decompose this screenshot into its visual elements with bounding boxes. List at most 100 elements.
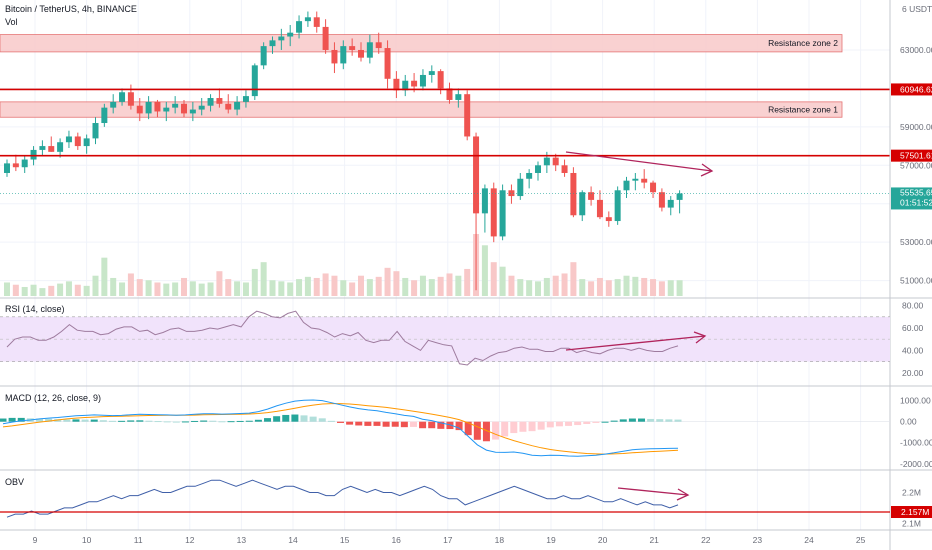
rsi-title[interactable]: RSI (14, close): [5, 304, 65, 314]
candle[interactable]: [596, 190, 603, 220]
candle[interactable]: [570, 167, 577, 218]
date-tick: 9: [33, 535, 38, 545]
candle[interactable]: [216, 88, 223, 108]
candle[interactable]: [393, 71, 400, 99]
candle[interactable]: [251, 63, 258, 100]
obv-trend-arrow[interactable]: [617, 487, 690, 501]
candle[interactable]: [658, 188, 665, 212]
candlesticks[interactable]: [4, 11, 683, 291]
candle[interactable]: [384, 40, 391, 89]
macd-hist-bar: [583, 421, 591, 424]
candle[interactable]: [331, 42, 338, 74]
macd-hist-bar: [455, 421, 463, 431]
macd-tick: 0.00: [900, 417, 917, 427]
rsi-pane[interactable]: [0, 310, 890, 366]
candle[interactable]: [428, 65, 435, 83]
candle[interactable]: [260, 42, 267, 70]
volume-bar: [358, 275, 364, 296]
volume-bar: [242, 282, 249, 296]
candle[interactable]: [632, 172, 639, 191]
obv-pane[interactable]: [0, 479, 890, 518]
candle[interactable]: [641, 169, 648, 189]
candle[interactable]: [481, 184, 488, 233]
candle[interactable]: [12, 154, 19, 172]
candle[interactable]: [464, 90, 471, 141]
candle[interactable]: [667, 196, 674, 216]
candle[interactable]: [287, 24, 294, 47]
candle[interactable]: [358, 42, 364, 62]
rsi-trend-arrow[interactable]: [565, 331, 707, 351]
candle[interactable]: [296, 15, 303, 39]
candle[interactable]: [4, 159, 10, 177]
candle[interactable]: [225, 94, 232, 114]
candle[interactable]: [48, 136, 55, 152]
rsi-tick: 80.00: [902, 301, 924, 311]
symbol-title[interactable]: Bitcoin / TetherUS, 4h, BINANCE: [5, 4, 137, 14]
candle[interactable]: [110, 94, 117, 114]
candle[interactable]: [189, 101, 196, 122]
macd-hist-bar: [17, 417, 25, 422]
level-lines[interactable]: [0, 88, 890, 157]
candle[interactable]: [366, 34, 373, 64]
candle[interactable]: [313, 11, 320, 33]
candle[interactable]: [402, 74, 409, 97]
candle[interactable]: [473, 132, 480, 291]
candle[interactable]: [92, 117, 99, 145]
candle[interactable]: [198, 98, 205, 116]
candle[interactable]: [623, 176, 630, 198]
candle[interactable]: [322, 19, 329, 54]
candle[interactable]: [419, 69, 426, 91]
candle[interactable]: [145, 96, 152, 120]
candle[interactable]: [278, 28, 285, 50]
candle[interactable]: [535, 161, 541, 181]
candle[interactable]: [172, 96, 179, 114]
candle[interactable]: [526, 169, 533, 189]
candle[interactable]: [340, 40, 347, 70]
candle[interactable]: [163, 101, 170, 122]
candle[interactable]: [154, 99, 161, 118]
candle[interactable]: [242, 90, 249, 108]
candle[interactable]: [614, 186, 621, 225]
candle[interactable]: [455, 88, 462, 108]
candle[interactable]: [269, 36, 276, 54]
date-tick: 12: [185, 535, 195, 545]
candle[interactable]: [676, 190, 683, 214]
candle[interactable]: [517, 172, 524, 200]
candle[interactable]: [508, 184, 515, 204]
candle[interactable]: [579, 190, 586, 222]
candle[interactable]: [446, 82, 453, 104]
macd-title[interactable]: MACD (12, 26, close, 9): [5, 393, 101, 403]
candle[interactable]: [349, 38, 356, 56]
candle[interactable]: [136, 98, 143, 122]
candle[interactable]: [234, 96, 241, 116]
candle[interactable]: [561, 159, 568, 177]
obv-title[interactable]: OBV: [5, 477, 24, 487]
macd-hist-bar: [619, 419, 627, 422]
candle[interactable]: [490, 182, 497, 243]
candle[interactable]: [119, 88, 126, 106]
resistance-zone-2[interactable]: [0, 34, 843, 53]
candle[interactable]: [21, 155, 28, 173]
candle[interactable]: [65, 130, 72, 148]
candle[interactable]: [57, 138, 64, 158]
level-price-tags: 60946.62 57501.61: [891, 83, 932, 162]
macd-pane[interactable]: [0, 399, 890, 457]
resistance-zone-1[interactable]: [0, 101, 843, 118]
price-trend-arrow[interactable]: [565, 151, 714, 177]
candle[interactable]: [181, 99, 187, 118]
candle[interactable]: [74, 132, 81, 150]
candle[interactable]: [101, 103, 108, 127]
candle[interactable]: [207, 94, 214, 112]
candle[interactable]: [39, 140, 46, 156]
volume-bar: [561, 273, 568, 296]
candle[interactable]: [304, 11, 311, 27]
candle[interactable]: [552, 153, 559, 172]
candle[interactable]: [650, 180, 657, 198]
candle[interactable]: [83, 134, 90, 154]
candle[interactable]: [375, 32, 382, 54]
candle[interactable]: [499, 184, 506, 241]
candle[interactable]: [605, 211, 612, 227]
volume-legend[interactable]: Vol: [5, 17, 18, 27]
candle[interactable]: [588, 186, 595, 206]
